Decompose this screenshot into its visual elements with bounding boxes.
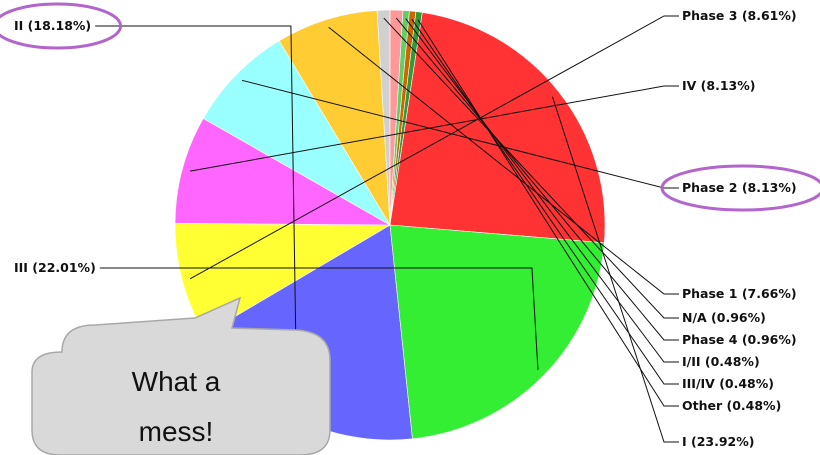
leader-lines	[95, 15, 679, 443]
callout-bubble	[31, 296, 331, 455]
leader-line	[405, 18, 679, 363]
leader-line	[95, 25, 298, 410]
pie-slices	[174, 9, 606, 441]
speech-callout: What a mess!	[31, 296, 331, 455]
slice-label: Phase 2 (8.13%)	[682, 180, 797, 195]
pie-slice	[202, 40, 391, 226]
leader-line	[190, 85, 679, 172]
leader-line	[328, 26, 679, 295]
slice-label: I/II (0.48%)	[682, 354, 760, 369]
pie-slice	[389, 224, 605, 440]
highlight-circles	[0, 2, 820, 212]
leader-line	[383, 17, 679, 319]
leader-line	[241, 79, 679, 189]
leader-line	[411, 18, 679, 385]
slice-label: Other (0.48%)	[682, 398, 781, 413]
slice-labels: II (18.18%) Phase 3 (8.61%) IV (8.13%) Phas…	[14, 8, 797, 449]
leader-line	[417, 19, 679, 407]
slice-label: II (18.18%)	[14, 18, 91, 33]
pie-slice	[389, 12, 606, 244]
slice-label: III (22.01%)	[14, 260, 96, 275]
callout-line-1: What a	[132, 366, 221, 397]
pie-slice	[174, 118, 392, 226]
leader-line	[99, 267, 539, 370]
leader-line	[551, 96, 679, 443]
pie-slice	[278, 10, 391, 226]
slice-label: Phase 1 (7.66%)	[682, 286, 797, 301]
slice-label: Phase 3 (8.61%)	[682, 8, 797, 23]
slice-label: N/A (0.96%)	[682, 310, 766, 325]
slice-label: III/IV (0.48%)	[682, 376, 774, 391]
slice-label: Phase 4 (0.96%)	[682, 332, 797, 347]
highlight-ellipse	[0, 2, 123, 50]
slice-label: I (23.92%)	[682, 434, 755, 449]
slice-label: IV (8.13%)	[682, 78, 755, 93]
callout-line-2: mess!	[139, 416, 214, 447]
leader-line	[189, 15, 679, 280]
highlight-ellipse	[660, 164, 820, 212]
